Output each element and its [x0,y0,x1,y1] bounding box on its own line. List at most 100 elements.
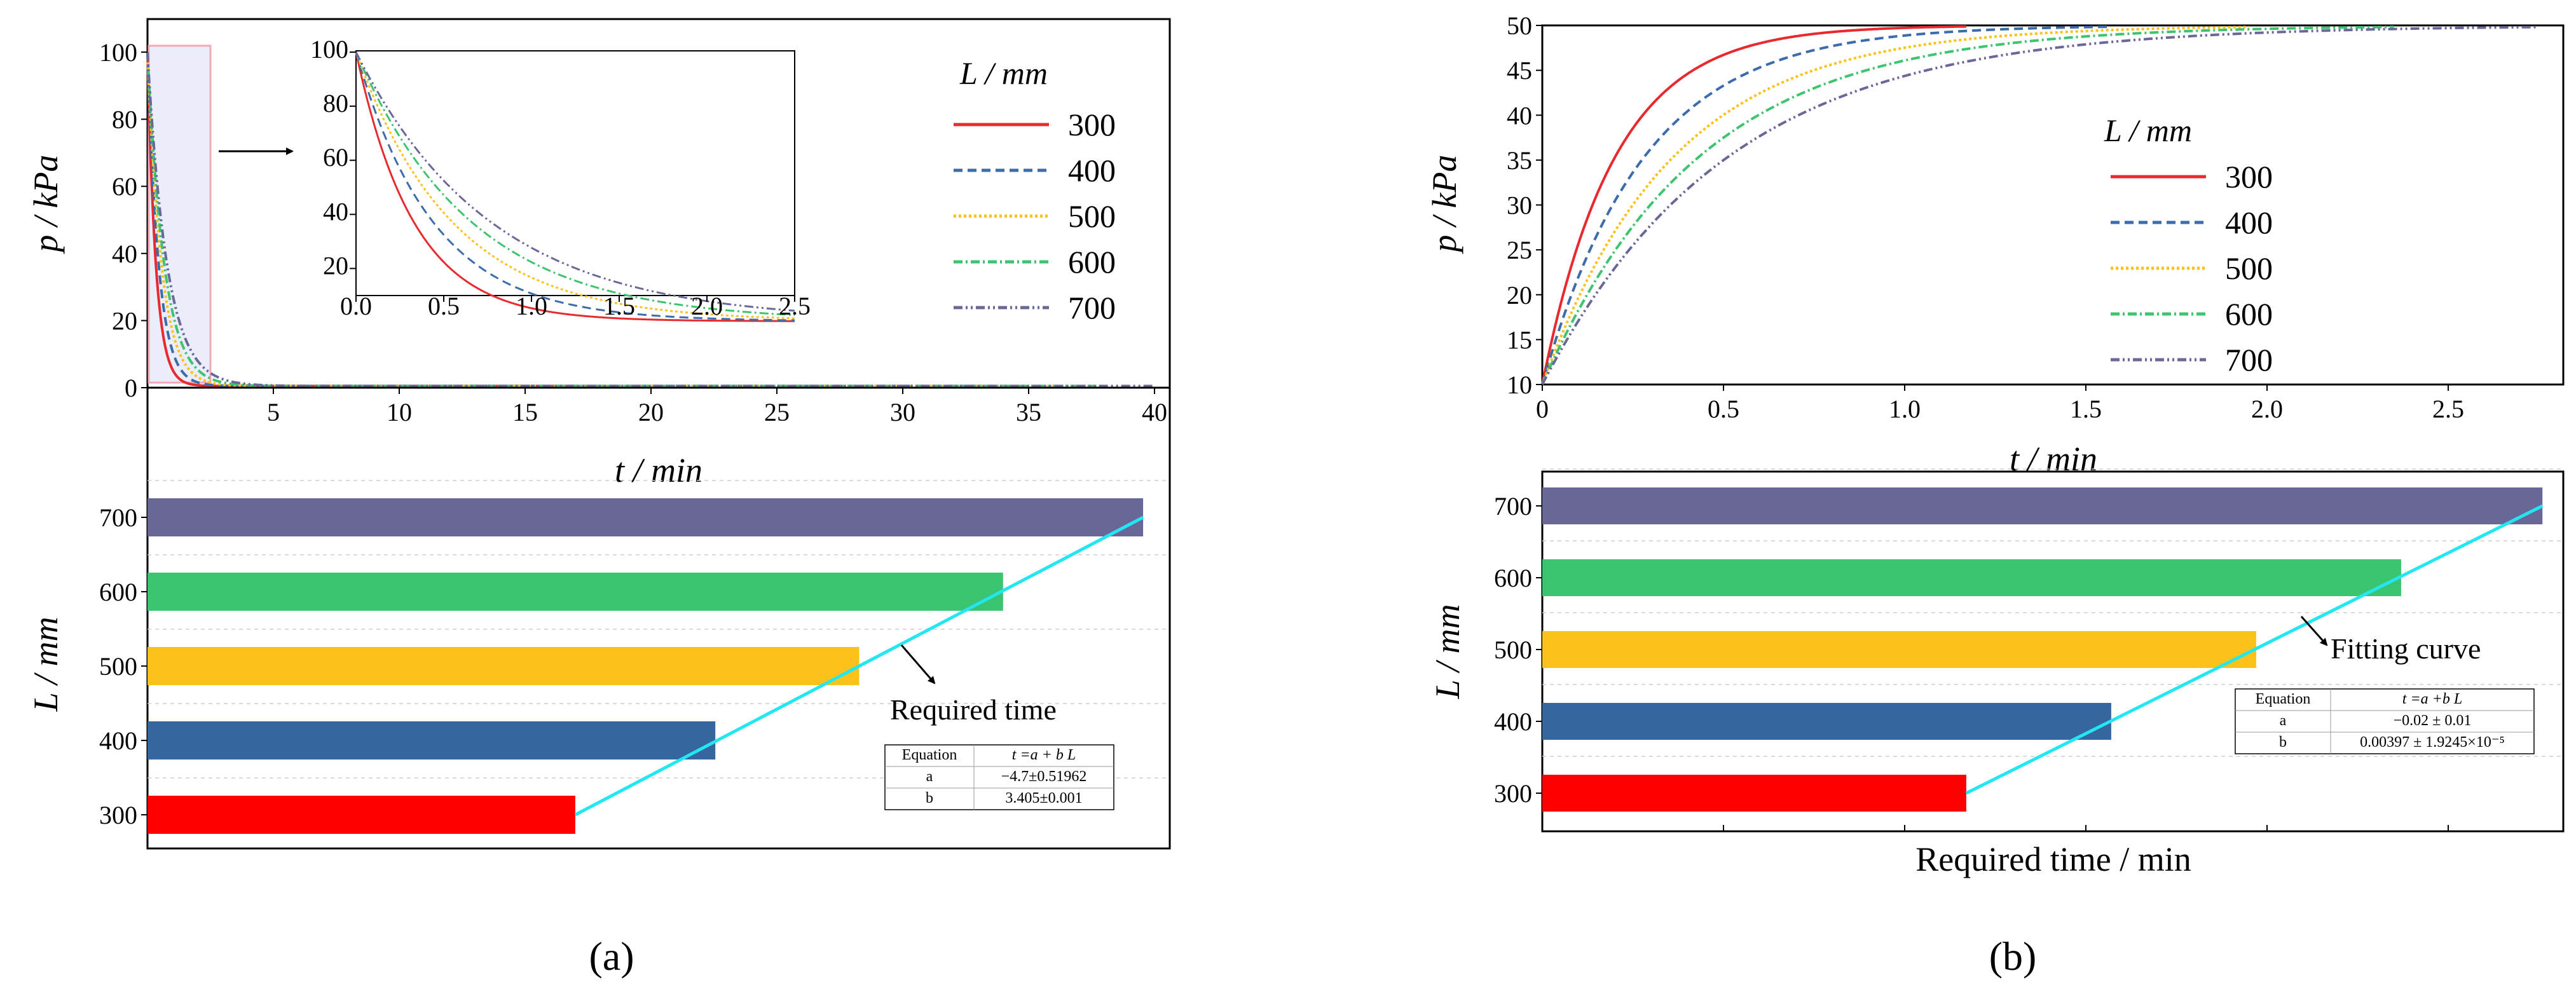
a-fit-line [574,515,1144,817]
a-bottom-bar-700 [147,498,1144,536]
a-inset-series-600 [355,51,795,317]
b-top-y-ticks: 10 15 20 25 30 35 40 45 50 [1507,11,1542,399]
a-inset-series-700 [355,51,795,312]
a-inset-xtick-label: 2.0 [691,292,723,320]
b-top-series-600 [1541,25,2394,385]
a-top-series-400 [146,51,1004,388]
a-bottom-bar-300 [147,796,575,834]
a-annotation: Required time [890,693,1057,726]
a-bottom-ytick-label: 700 [99,503,137,532]
a-legend-label-700: 700 [1068,290,1116,325]
a-inset: 0.0 0.5 1.0 1.5 2.0 2.5 20 40 60 80 100 [310,35,811,322]
a-inset-x-ticks: 0.0 0.5 1.0 1.5 2.0 2.5 [340,292,811,320]
a-inset-ytick-label: 40 [323,197,348,226]
b-top-ytick-label: 10 [1507,371,1532,399]
a-inset-ytick-label: 100 [310,35,348,64]
b-top-series-400 [1541,25,2108,385]
b-top-curves [1541,25,2539,385]
b-legend-label-500: 500 [2225,250,2273,286]
b-top-xtick-label: 1.0 [1889,395,1921,423]
a-table-cell: −4.7±0.51962 [1001,768,1087,785]
a-top-xtick-label: 30 [890,398,915,426]
a-bottom-ytick-label: 400 [99,726,137,755]
a-top-ytick-label: 40 [112,240,137,268]
b-table-cell: t =a +b L [2402,691,2462,707]
b-table-frame [2235,688,2535,754]
panel-label-b: (b) [1989,934,2037,979]
a-legend-label-600: 600 [1068,244,1116,280]
b-bottom-bar-600 [1542,559,2401,596]
b-bottom-grid [1542,468,2563,757]
a-table-cell: t =a + b L [1012,747,1076,763]
a-legend-label-500: 500 [1068,198,1116,234]
a-table-cell: 3.405±0.001 [1005,790,1082,807]
a-inset-xtick-label: 0.5 [428,292,460,320]
a-bar-y-ticks: 300 400 500 600 700 [99,503,147,829]
b-bottom-bar-400 [1542,703,2111,740]
a-inset-ytick-label: 60 [323,143,348,172]
b-bottom-ylabel: L / mm [1428,604,1467,699]
a-top-xtick-label: 15 [512,398,538,426]
a-top-xtick-label: 25 [764,398,790,426]
a-inset-series-500 [355,51,795,320]
a-inset-curves [355,51,795,322]
b-bottom-ytick-label: 600 [1494,564,1532,592]
b-table-cell: −0.02 ± 0.01 [2394,712,2472,729]
a-inset-ytick-label: 20 [323,251,348,280]
b-legend-label-300: 300 [2225,159,2273,194]
b-top-ytick-label: 45 [1507,57,1532,85]
b-bottom-ytick-label: 300 [1494,779,1532,808]
a-top-x-ticks: 5 10 15 20 25 30 35 40 [267,388,1167,426]
b-top-xtick-label: 0.5 [1708,395,1739,423]
a-legend-label-300: 300 [1068,107,1116,142]
a-top-series-500 [146,51,1054,388]
a-top-series-600 [146,51,1104,388]
b-top-xtick-label: 2.5 [2432,395,2464,423]
b-top-ylabel: p / kPa [1425,155,1463,255]
panel-a: 5 10 15 20 25 30 35 40 0 20 40 60 80 100 t / min p /… [27,18,1171,979]
b-top-xtick-label: 1.5 [2070,395,2102,423]
a-inset-series-400 [355,51,795,322]
b-legend-title: L / mm [2104,112,2192,148]
a-bottom-bar-500 [147,647,860,685]
b-top-ytick-label: 35 [1507,146,1532,175]
a-top-ylabel: p / kPa [27,155,65,255]
b-legend-label-400: 400 [2225,205,2273,240]
a-top-ytick-label: 60 [112,172,137,201]
a-top-ytick-label: 80 [112,106,137,134]
b-top-xtick-label: 0 [1536,395,1549,423]
panel-label-a: (a) [589,934,634,979]
b-bottom-ytick-label: 400 [1494,707,1532,736]
a-inset-xtick-label: 1.0 [516,292,547,320]
a-top-curves [146,51,1154,388]
b-top-ytick-label: 30 [1507,191,1532,220]
a-bottom-ytick-label: 300 [99,801,137,829]
a-top-ytick-label: 100 [99,38,137,67]
a-inset-frame [355,50,795,296]
b-bar-y-ticks: 300 400 500 600 700 [1494,492,2449,831]
a-top-series-700 [146,51,1154,388]
a-table-cell: b [926,790,933,807]
b-equation-table: Equation t =a +b L a −0.02 ± 0.01 b 0.00397 ±… [2235,688,2535,754]
b-top-series-700 [1541,25,2539,385]
a-inset-y-ticks: 20 40 60 80 100 [310,35,356,280]
a-table-frame [884,744,1114,810]
b-top-ytick-label: 15 [1507,325,1532,354]
b-table-cell: Equation [2256,691,2311,707]
b-bars [1542,487,2543,812]
b-top-series-300 [1541,25,1966,385]
a-annotation-arrow [900,644,936,684]
b-top-ytick-label: 50 [1507,11,1532,40]
b-top-frame [1541,24,2565,386]
b-top-ytick-label: 20 [1507,281,1532,310]
a-equation-table: Equation t =a + b L a −4.7±0.51962 b 3.405±0.… [884,744,1114,810]
a-bottom-ytick-label: 500 [99,652,137,681]
a-inset-series-300 [355,51,795,322]
b-bottom-bar-300 [1542,775,1966,812]
b-bottom-bar-700 [1542,487,2543,524]
a-top-xtick-label: 35 [1016,398,1041,426]
a-bottom-ytick-label: 600 [99,578,137,606]
a-legend-title: L / mm [959,55,1048,91]
a-table-cell: Equation [902,747,957,763]
